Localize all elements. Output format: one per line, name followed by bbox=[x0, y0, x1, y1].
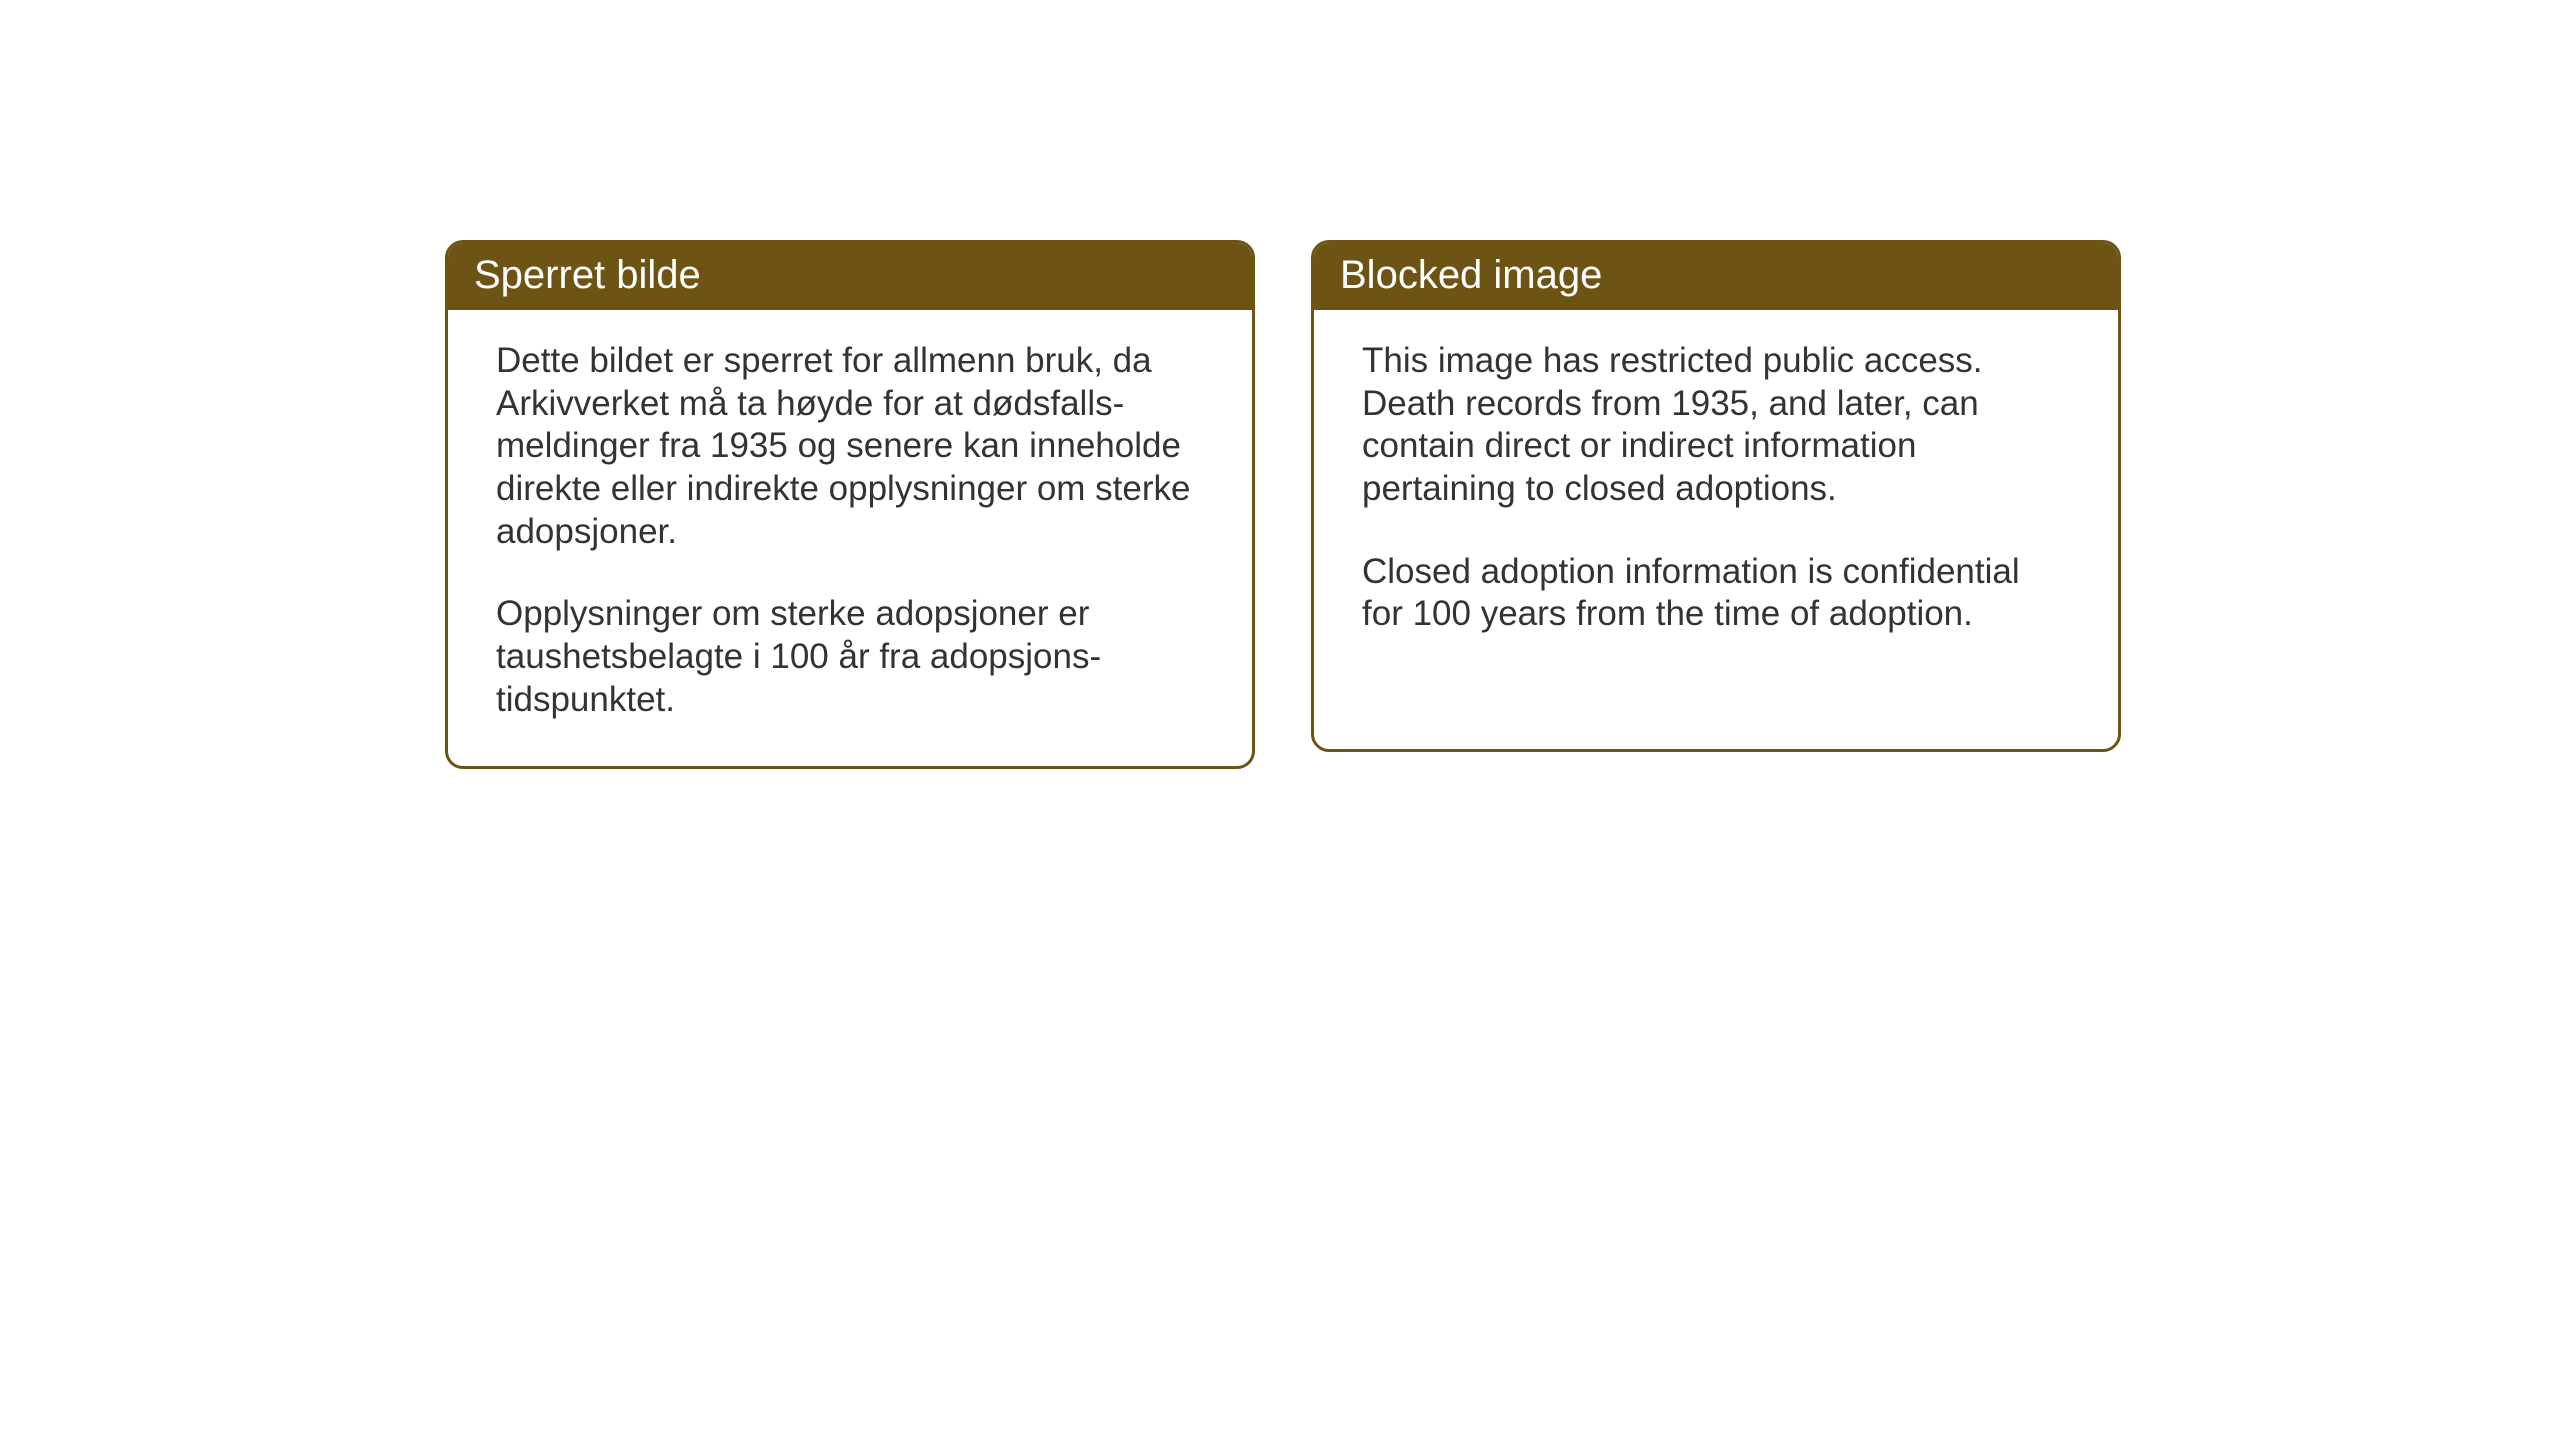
norwegian-paragraph-2: Opplysninger om sterke adopsjoner er tau… bbox=[496, 593, 1204, 721]
notice-cards-container: Sperret bilde Dette bildet er sperret fo… bbox=[445, 240, 2121, 769]
norwegian-notice-card: Sperret bilde Dette bildet er sperret fo… bbox=[445, 240, 1255, 769]
english-card-header: Blocked image bbox=[1314, 243, 2118, 310]
norwegian-paragraph-1: Dette bildet er sperret for allmenn bruk… bbox=[496, 340, 1204, 553]
norwegian-card-body: Dette bildet er sperret for allmenn bruk… bbox=[448, 310, 1252, 766]
english-notice-card: Blocked image This image has restricted … bbox=[1311, 240, 2121, 752]
english-paragraph-2: Closed adoption information is confident… bbox=[1362, 551, 2070, 636]
english-paragraph-1: This image has restricted public access.… bbox=[1362, 340, 2070, 511]
norwegian-card-header: Sperret bilde bbox=[448, 243, 1252, 310]
english-card-body: This image has restricted public access.… bbox=[1314, 310, 2118, 680]
